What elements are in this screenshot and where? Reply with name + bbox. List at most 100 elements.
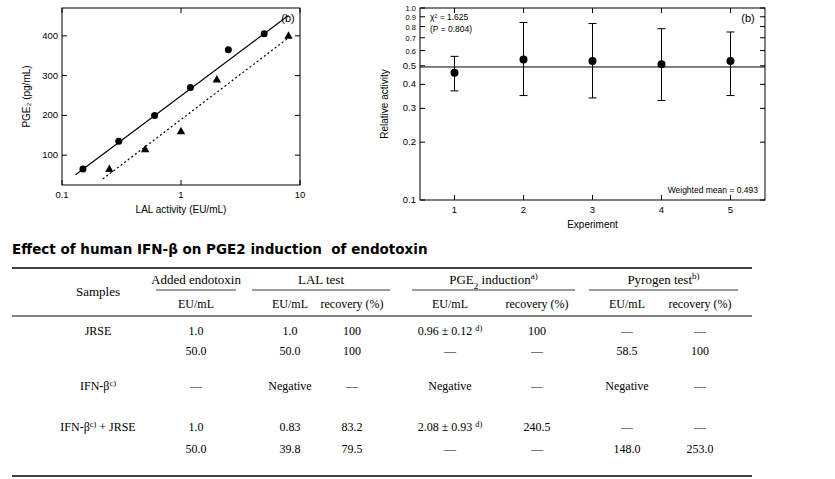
table-cell: Negative xyxy=(428,379,471,393)
table-cell: 58.5 xyxy=(617,344,638,358)
point xyxy=(284,31,292,39)
chart: 0.1110100200300400LAL activity (EU/mL)PG… xyxy=(21,8,305,215)
table-cell: — xyxy=(530,442,544,456)
y-tick xyxy=(420,142,425,143)
annotation: (P = 0.804) xyxy=(430,24,472,34)
x-tick-label: 4 xyxy=(659,204,664,215)
y-tick xyxy=(295,155,300,156)
x-tick-label: 10 xyxy=(295,189,306,200)
error-bar xyxy=(520,23,528,96)
y-tick xyxy=(420,26,425,27)
y-tick-label: 0.9 xyxy=(406,13,416,22)
x-tick xyxy=(523,195,524,200)
table-cell: Added endotoxin xyxy=(151,272,241,287)
table-cell: Pyrogen testb) xyxy=(627,271,699,287)
y-tick xyxy=(420,16,425,17)
error-bar xyxy=(658,29,666,101)
cell-text: + JRSE xyxy=(96,420,135,434)
cell-text: induction xyxy=(478,272,531,287)
table-cell: 79.5 xyxy=(342,442,363,456)
table-cell: Negative xyxy=(605,379,648,393)
y-tick-label: 0.3 xyxy=(403,102,416,113)
table-cell: — xyxy=(620,324,634,338)
x-tick xyxy=(454,195,455,200)
x-tick xyxy=(181,8,182,13)
table-cell: — xyxy=(345,379,359,393)
y-tick-label: 400 xyxy=(42,30,58,41)
y-tick-label: 0.2 xyxy=(403,136,416,147)
figure: 0.1110100200300400LAL activity (EU/mL)PG… xyxy=(0,0,835,479)
table-cell: IFN-βc) xyxy=(80,379,116,394)
y-tick xyxy=(420,65,425,66)
plot-frame xyxy=(420,8,765,200)
table-cell: — xyxy=(530,379,544,393)
x-tick xyxy=(62,180,63,185)
y-tick-label: 100 xyxy=(42,149,58,160)
table-rule xyxy=(12,267,752,269)
point xyxy=(105,165,113,173)
table-cell: — xyxy=(620,420,634,434)
table-cell: PGE2 inductiona) xyxy=(449,271,538,291)
table-cell: 100 xyxy=(691,344,709,358)
table-cell: Samples xyxy=(76,284,120,299)
superscript: d) xyxy=(475,420,482,429)
x-tick xyxy=(62,8,63,13)
table-cell: recovery (%) xyxy=(506,297,569,311)
y-tick xyxy=(420,37,425,38)
point xyxy=(177,127,185,135)
y-tick xyxy=(62,155,67,156)
cell-text: Pyrogen test xyxy=(627,272,692,287)
x-tick-label: 1 xyxy=(452,204,457,215)
x-tick-label: 3 xyxy=(590,204,595,215)
table-cell: 240.5 xyxy=(524,420,551,434)
annotation: Weighted mean = 0.493 xyxy=(668,185,759,195)
x-tick-label: 2 xyxy=(521,204,526,215)
point xyxy=(658,60,666,68)
table-cell: 148.0 xyxy=(614,442,641,456)
table-cell: Negative xyxy=(268,379,311,393)
table-cell: 100 xyxy=(343,344,361,358)
cell-text: 2.08 ± 0.93 xyxy=(418,420,476,434)
x-tick xyxy=(300,180,301,185)
table-cell: 50.0 xyxy=(186,442,207,456)
x-tick xyxy=(730,195,731,200)
table-cell: LAL test xyxy=(298,272,344,287)
x-tick xyxy=(523,8,524,13)
error-bar xyxy=(589,24,597,98)
y-tick xyxy=(760,26,765,27)
point xyxy=(451,69,459,77)
table-cell: 100 xyxy=(528,324,546,338)
y-tick xyxy=(760,142,765,143)
table-cell: 0.83 xyxy=(280,420,301,434)
x-tick xyxy=(181,180,182,185)
point xyxy=(213,75,221,83)
fit-line xyxy=(103,38,289,179)
table-cell: — xyxy=(530,344,544,358)
y-tick xyxy=(420,84,425,85)
table-cell: 50.0 xyxy=(280,344,301,358)
y-tick xyxy=(760,65,765,66)
y-tick xyxy=(760,108,765,109)
x-axis-label: LAL activity (EU/mL) xyxy=(136,204,227,215)
x-axis-label: Experiment xyxy=(567,219,618,230)
x-tick xyxy=(592,195,593,200)
table-cell: 2.08 ± 0.93 d) xyxy=(418,420,483,435)
y-tick xyxy=(62,75,67,76)
cell-text: IFN-β xyxy=(60,420,89,434)
table-cell: 1.0 xyxy=(283,324,298,338)
y-tick-label: 0.4 xyxy=(403,78,416,89)
table-cell: EU/mL xyxy=(432,297,468,311)
plot-area xyxy=(76,16,293,179)
table-cell: EU/mL xyxy=(178,297,214,311)
cell-text: 0.96 ± 0.12 xyxy=(418,324,476,338)
table-cell: 83.2 xyxy=(342,420,363,434)
y-tick xyxy=(420,8,425,9)
superscript: c) xyxy=(109,379,116,388)
group-rule xyxy=(589,290,738,291)
chart: 123450.10.20.30.40.50.60.70.80.91.0Exper… xyxy=(379,4,765,230)
point xyxy=(225,46,232,53)
table-cell: recovery (%) xyxy=(669,297,732,311)
y-tick-label: 1.0 xyxy=(406,4,416,13)
y-tick xyxy=(62,35,67,36)
table-cell: 50.0 xyxy=(186,344,207,358)
